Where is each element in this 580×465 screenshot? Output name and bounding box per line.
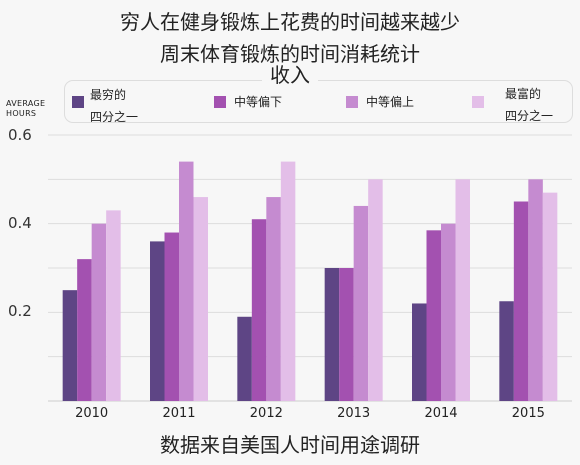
- legend-swatch-richest: [472, 96, 484, 108]
- bar-2014-series-1: [426, 230, 441, 401]
- legend-label-lower-middle: 中等偏下: [234, 95, 283, 109]
- y-axis-label-line2: HOURS: [6, 109, 37, 118]
- legend-item-upper-middle: 中等偏上: [366, 91, 414, 113]
- y-tick-0.6: 0.6: [8, 126, 32, 144]
- chart-subtitle: 周末体育锻炼的时间消耗统计: [160, 42, 420, 66]
- legend-label-poorest-line2: 四分之一: [90, 110, 139, 124]
- bar-2014-series-2: [441, 223, 456, 401]
- bar-2015-series-0: [499, 301, 514, 401]
- legend-label-upper-middle: 中等偏上: [366, 95, 415, 109]
- legend-title-wrap: 收入: [0, 63, 580, 87]
- legend-label-richest-line2: 四分之一: [505, 109, 554, 123]
- y-axis-label: AVERAGE HOURS: [6, 99, 45, 119]
- bar-2013-series-3: [368, 179, 383, 401]
- bar-2014-series-0: [412, 303, 427, 401]
- bar-2010-series-3: [106, 210, 121, 401]
- legend-label-poorest-line1: 最穷的: [90, 88, 127, 102]
- legend-label-richest-line1: 最富的: [505, 87, 542, 101]
- legend-swatch-lower-middle: [214, 96, 226, 108]
- bar-2013-series-0: [324, 268, 340, 401]
- bar-2011-series-1: [164, 232, 179, 401]
- x-tick-2012: 2012: [250, 406, 283, 421]
- bar-2015-series-1: [513, 201, 529, 401]
- bar-2012-series-1: [251, 219, 267, 401]
- bar-2015-series-2: [528, 179, 543, 401]
- bar-2012-series-0: [237, 316, 252, 401]
- legend-item-poorest: 最穷的 四分之一: [90, 84, 150, 128]
- x-tick-2015: 2015: [512, 406, 545, 421]
- x-tick-2014: 2014: [424, 406, 457, 421]
- legend-box: [64, 80, 573, 123]
- bar-2015-series-3: [542, 192, 558, 401]
- bar-2010-series-1: [77, 259, 92, 401]
- y-axis-label-line1: AVERAGE: [6, 99, 46, 108]
- bar-2014-series-3: [455, 179, 470, 401]
- bar-2012-series-3: [280, 161, 296, 401]
- bar-2010-series-0: [62, 290, 78, 401]
- bar-2011-series-3: [193, 197, 208, 401]
- legend-item-lower-middle: 中等偏下: [234, 91, 282, 113]
- bar-2010-series-2: [91, 223, 107, 401]
- chart-title: 穷人在健身锻炼上花费的时间越来越少: [120, 10, 460, 34]
- bar-2011-series-0: [150, 241, 165, 401]
- bar-2011-series-2: [179, 161, 194, 401]
- bar-2013-series-1: [339, 268, 354, 401]
- bar-2012-series-2: [266, 197, 281, 401]
- x-tick-2013: 2013: [337, 406, 370, 421]
- bar-2013-series-2: [353, 205, 369, 401]
- x-tick-2010: 2010: [75, 406, 108, 421]
- legend-swatch-upper-middle: [346, 96, 358, 108]
- legend-title: 收入: [262, 63, 318, 87]
- chart-source: 数据来自美国人时间用途调研: [160, 433, 420, 457]
- y-tick-0.2: 0.2: [8, 302, 32, 320]
- legend-item-richest: 最富的 四分之一: [505, 83, 565, 127]
- y-tick-0.4: 0.4: [8, 214, 32, 232]
- legend-swatch-poorest: [72, 96, 84, 108]
- x-tick-2011: 2011: [162, 406, 195, 421]
